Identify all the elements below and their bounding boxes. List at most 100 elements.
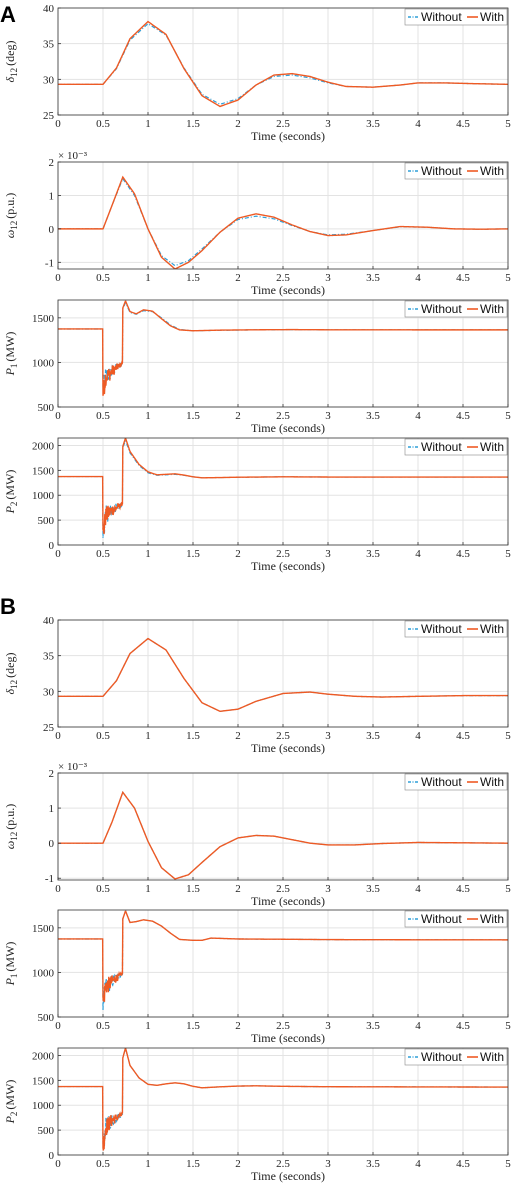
x-axis-label: Time (seconds) xyxy=(251,1031,325,1045)
x-tick-label: 1.5 xyxy=(186,118,200,130)
legend-label-without: Without xyxy=(421,1050,462,1064)
x-tick-label: 4 xyxy=(415,730,421,742)
y-tick-label: 25 xyxy=(43,722,55,734)
x-tick-label: 1 xyxy=(145,730,151,742)
x-tick-label: 0 xyxy=(55,883,61,895)
legend-box xyxy=(404,438,508,456)
y-tick-label: 25 xyxy=(43,110,55,122)
legend-box xyxy=(404,300,508,318)
y-tick-label: 1500 xyxy=(32,923,55,935)
x-tick-label: 4 xyxy=(415,272,421,284)
y-axis-label-unit: (MW) xyxy=(3,332,17,362)
x-tick-label: 4.5 xyxy=(456,730,470,742)
y-axis-label-unit: (MW) xyxy=(3,1080,17,1110)
series-with-line xyxy=(58,175,508,269)
x-tick-label: 0 xyxy=(55,1158,61,1170)
x-tick-label: 5 xyxy=(505,118,511,130)
x-axis-label: Time (seconds) xyxy=(251,894,325,908)
legend-label-with: With xyxy=(480,912,504,926)
legend-box xyxy=(404,162,508,180)
legend: Without With xyxy=(404,438,508,456)
y-axis-label-sub: 2 xyxy=(9,502,19,507)
x-axis-label: Time (seconds) xyxy=(251,129,325,143)
x-tick-label: 2 xyxy=(235,272,241,284)
y-tick-label: 30 xyxy=(43,74,55,86)
y-axis-label: P2 (MW) xyxy=(3,470,19,515)
x-tick-label: 0.5 xyxy=(96,883,110,895)
x-tick-label: 0 xyxy=(55,548,61,560)
plot-a-3: 0 0.5 1 1.5 2 2.5 3 3.5 4 4.5 5 500 1000 1500 Time (se… xyxy=(3,299,511,435)
series-with-line xyxy=(58,910,508,1002)
x-tick-label: 2 xyxy=(235,548,241,560)
x-tick-label: 4.5 xyxy=(456,410,470,422)
x-tick-label: 4.5 xyxy=(456,883,470,895)
series-with-line xyxy=(58,1048,508,1151)
x-axis-label: Time (seconds) xyxy=(251,559,325,573)
y-tick-label: 2 xyxy=(49,768,55,780)
legend: Without With xyxy=(404,8,508,26)
x-tick-label: 5 xyxy=(505,730,511,742)
series-with-line xyxy=(58,637,508,713)
x-tick-label: 0 xyxy=(55,118,61,130)
y-axis-label-unit: (p.u.) xyxy=(3,804,17,830)
y-axis-label: δ12 (deg) xyxy=(3,41,19,83)
series-without-line xyxy=(58,22,508,105)
x-tick-label: 3.5 xyxy=(366,548,380,560)
y-axis-label-sub: 1 xyxy=(9,974,19,979)
plot-b-4: 0 0.5 1 1.5 2 2.5 3 3.5 4 4.5 5 0 500 1000 1500 2000 Tim… xyxy=(3,1047,511,1183)
x-tick-label: 2.5 xyxy=(276,883,290,895)
x-tick-label: 0 xyxy=(55,1020,61,1032)
y-tick-label: 1 xyxy=(49,803,55,815)
series-with-line xyxy=(58,438,508,535)
x-axis-label: Time (seconds) xyxy=(251,421,325,435)
legend-label-with: With xyxy=(480,440,504,454)
y-axis-label-main: P xyxy=(3,977,17,986)
y-axis-label-sub: 12 xyxy=(9,68,19,77)
x-tick-label: 1.5 xyxy=(186,1158,200,1170)
x-tick-label: 3.5 xyxy=(366,1158,380,1170)
plot-a-1: 0 0.5 1 1.5 2 2.5 3 3.5 4 4.5 5 25 30 35 40 Time (secon… xyxy=(3,3,511,143)
x-tick-label: 1.5 xyxy=(186,272,200,284)
legend: Without With xyxy=(404,620,508,638)
y-axis-label: ω12 (p.u.) xyxy=(3,804,19,849)
y-axis-label: P2 (MW) xyxy=(3,1080,19,1125)
y-tick-label: 1000 xyxy=(32,357,55,369)
series-with-line xyxy=(58,300,508,396)
legend-label-without: Without xyxy=(421,10,462,24)
x-tick-label: 0 xyxy=(55,410,61,422)
x-tick-label: 0.5 xyxy=(96,410,110,422)
legend-label-with: With xyxy=(480,1050,504,1064)
y-axis-label-unit: (deg) xyxy=(3,41,17,66)
legend-box xyxy=(404,8,508,26)
y-axis-label-main: P xyxy=(3,367,17,376)
plot-a-4: 0 0.5 1 1.5 2 2.5 3 3.5 4 4.5 5 0 500 1000 1500 2000 Tim… xyxy=(3,437,511,573)
x-axis-label: Time (seconds) xyxy=(251,283,325,297)
x-tick-label: 2 xyxy=(235,730,241,742)
y-axis-label-main: P xyxy=(3,505,17,514)
x-tick-label: 4.5 xyxy=(456,272,470,284)
y-tick-label: 35 xyxy=(43,39,55,51)
legend: Without With xyxy=(404,910,508,928)
y-tick-label: 500 xyxy=(38,1125,55,1137)
x-tick-label: 3 xyxy=(325,883,331,895)
y-tick-label: 35 xyxy=(43,651,55,663)
y-tick-label: -1 xyxy=(45,257,54,269)
y-axis-label: P1 (MW) xyxy=(3,942,19,987)
legend-label-with: With xyxy=(480,302,504,316)
y-tick-label: 2000 xyxy=(32,440,55,452)
y-axis-label: δ12 (deg) xyxy=(3,653,19,695)
x-tick-label: 0.5 xyxy=(96,118,110,130)
x-tick-label: 3.5 xyxy=(366,883,380,895)
y-axis-label-sub: 1 xyxy=(9,364,19,369)
x-tick-label: 3.5 xyxy=(366,410,380,422)
x-tick-label: 4 xyxy=(415,118,421,130)
y-tick-label: 2 xyxy=(49,157,55,169)
y-tick-label: 1000 xyxy=(32,490,55,502)
y-axis-exponent: × 10⁻³ xyxy=(58,150,88,162)
y-tick-label: 40 xyxy=(43,615,55,627)
y-axis-exponent: × 10⁻³ xyxy=(58,761,88,773)
y-axis-label-main: ω xyxy=(3,841,17,849)
x-tick-label: 4.5 xyxy=(456,1020,470,1032)
y-axis-label-sub: 12 xyxy=(9,221,19,230)
x-tick-label: 3 xyxy=(325,410,331,422)
